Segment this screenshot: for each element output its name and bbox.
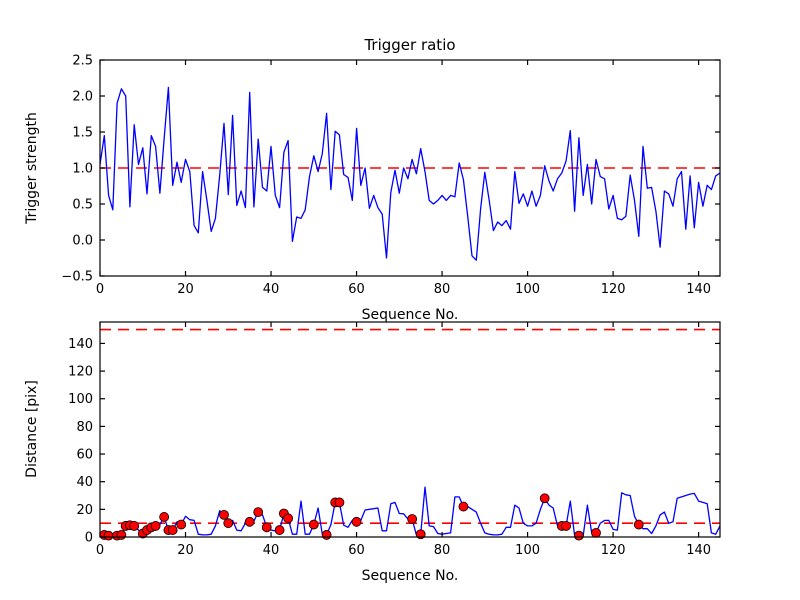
y-tick-label: 60 bbox=[76, 448, 93, 463]
trigger-event-dots bbox=[407, 514, 418, 524]
trigger-event-dots bbox=[458, 501, 469, 512]
y-tick-label: 1.0 bbox=[72, 162, 93, 177]
trigger-event-dots bbox=[308, 519, 319, 530]
x-tick-label: 120 bbox=[601, 282, 626, 297]
x-tick-label: 20 bbox=[177, 282, 194, 297]
top-ylabel: Trigger strength bbox=[24, 112, 40, 225]
y-tick-label: 0.5 bbox=[72, 198, 93, 213]
trigger-event-dots bbox=[539, 493, 550, 504]
trigger-event-dots bbox=[159, 512, 170, 522]
trigger-event-dots bbox=[150, 521, 161, 531]
trigger-event-dots bbox=[283, 513, 294, 524]
bottom-ylabel: Distance [pix] bbox=[24, 380, 40, 478]
x-tick-label: 140 bbox=[686, 543, 711, 558]
x-tick-label: 0 bbox=[96, 543, 104, 558]
y-tick-label: 1.5 bbox=[72, 126, 93, 141]
x-tick-label: 100 bbox=[515, 282, 540, 297]
y-tick-label: 100 bbox=[68, 392, 93, 407]
y-tick-label: −0.5 bbox=[61, 270, 93, 285]
y-tick-label: 2.0 bbox=[72, 90, 93, 105]
trigger-event-dots bbox=[129, 521, 140, 531]
y-tick-label: 0 bbox=[85, 531, 93, 546]
trigger-event-dots bbox=[274, 525, 285, 535]
y-tick-label: 0.0 bbox=[72, 234, 93, 249]
top-xlabel: Sequence No. bbox=[362, 307, 459, 323]
bottom-xlabel: Sequence No. bbox=[362, 568, 459, 584]
trigger-event-dots bbox=[244, 516, 255, 527]
top-plot-title: Trigger ratio bbox=[363, 36, 455, 54]
x-tick-label: 20 bbox=[177, 543, 194, 558]
trigger-event-dots bbox=[573, 530, 584, 541]
trigger-event-dots bbox=[261, 522, 272, 533]
x-tick-label: 140 bbox=[686, 282, 711, 297]
x-tick-label: 40 bbox=[263, 543, 280, 558]
top-axes: 0 20 40 60 80 100 120 140 −0.5 0.0 0.5 1.0 1.5 2.0 2.5… bbox=[24, 36, 721, 323]
trigger-event-dots bbox=[219, 509, 229, 520]
trigger-event-dots bbox=[253, 507, 264, 518]
trigger-event-dots bbox=[321, 530, 332, 540]
x-tick-label: 80 bbox=[434, 543, 451, 558]
y-tick-label: 120 bbox=[68, 365, 93, 380]
trigger-event-dots bbox=[167, 525, 178, 535]
y-tick-label: 2.5 bbox=[72, 54, 93, 69]
trigger-event-dots bbox=[176, 519, 187, 530]
x-tick-label: 100 bbox=[515, 543, 540, 558]
trigger-event-dots bbox=[591, 527, 601, 538]
x-tick-label: 60 bbox=[348, 543, 365, 558]
x-tick-label: 120 bbox=[601, 543, 626, 558]
trigger-event-dots bbox=[334, 497, 345, 508]
x-tick-label: 40 bbox=[263, 282, 280, 297]
y-tick-label: 140 bbox=[68, 337, 93, 352]
bottom-plot-area bbox=[100, 322, 720, 537]
x-tick-label: 60 bbox=[348, 282, 365, 297]
trigger-strength-line bbox=[99, 86, 721, 261]
trigger-event-dots bbox=[561, 521, 571, 531]
x-tick-label: 0 bbox=[96, 282, 104, 297]
trigger-event-dots bbox=[116, 530, 127, 540]
trigger-event-dots bbox=[351, 516, 362, 527]
y-tick-label: 80 bbox=[76, 420, 93, 435]
trigger-event-dots bbox=[103, 530, 114, 541]
axes-frame bbox=[99, 321, 721, 538]
y-tick-label: 40 bbox=[76, 475, 93, 490]
bottom-axes: 0 20 40 60 80 100 120 140 0 20 40 60 80 100 120 140 Dis… bbox=[24, 321, 721, 584]
y-tick-label: 20 bbox=[76, 503, 93, 518]
trigger-event-dots bbox=[633, 519, 644, 530]
trigger-event-dots bbox=[223, 518, 234, 529]
x-tick-label: 80 bbox=[434, 282, 451, 297]
